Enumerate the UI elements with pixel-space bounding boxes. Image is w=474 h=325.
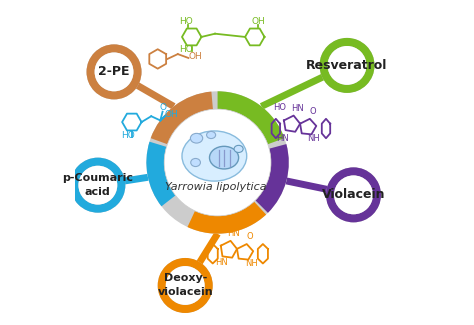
Text: Violacein: Violacein xyxy=(322,188,385,202)
Text: p-Coumaric: p-Coumaric xyxy=(63,173,133,183)
Circle shape xyxy=(164,109,271,216)
Text: 2-PE: 2-PE xyxy=(98,65,130,78)
Text: O: O xyxy=(310,107,317,116)
Circle shape xyxy=(78,166,117,204)
Wedge shape xyxy=(218,91,284,144)
Wedge shape xyxy=(255,144,289,213)
Text: HN: HN xyxy=(276,134,289,143)
Ellipse shape xyxy=(191,159,201,166)
Text: violacein: violacein xyxy=(157,287,213,297)
Wedge shape xyxy=(326,167,381,222)
Ellipse shape xyxy=(210,146,238,169)
Wedge shape xyxy=(158,258,213,313)
Text: Resveratrol: Resveratrol xyxy=(306,59,388,72)
Wedge shape xyxy=(188,202,266,234)
Text: OH: OH xyxy=(189,52,202,61)
Text: HO: HO xyxy=(179,17,193,26)
Text: Deoxy-: Deoxy- xyxy=(164,273,207,283)
Circle shape xyxy=(95,52,134,91)
Wedge shape xyxy=(70,158,125,213)
Text: HO: HO xyxy=(121,131,135,140)
Wedge shape xyxy=(87,45,142,99)
Circle shape xyxy=(328,46,366,85)
Ellipse shape xyxy=(191,133,203,143)
Text: acid: acid xyxy=(85,187,111,197)
Text: HO: HO xyxy=(179,46,193,55)
Ellipse shape xyxy=(182,131,246,181)
Text: OH: OH xyxy=(165,111,179,119)
Text: OH: OH xyxy=(252,17,265,26)
Ellipse shape xyxy=(207,131,216,138)
Circle shape xyxy=(319,38,374,93)
Ellipse shape xyxy=(234,145,243,152)
Text: Yarrowia lipolytica: Yarrowia lipolytica xyxy=(165,182,267,192)
Circle shape xyxy=(158,258,213,313)
Text: NH: NH xyxy=(308,134,320,143)
Text: NH: NH xyxy=(245,259,257,268)
Circle shape xyxy=(334,176,373,214)
Text: HO: HO xyxy=(273,103,286,112)
Circle shape xyxy=(326,167,381,222)
Text: HN: HN xyxy=(227,229,239,238)
Wedge shape xyxy=(146,142,175,206)
Circle shape xyxy=(87,45,142,99)
Wedge shape xyxy=(319,38,374,93)
Wedge shape xyxy=(151,92,213,144)
Text: O: O xyxy=(159,103,166,112)
Text: HN: HN xyxy=(215,258,228,267)
Text: O: O xyxy=(246,232,253,241)
Text: HN: HN xyxy=(292,104,304,113)
Wedge shape xyxy=(146,91,289,234)
Circle shape xyxy=(70,158,125,213)
Circle shape xyxy=(166,266,205,305)
